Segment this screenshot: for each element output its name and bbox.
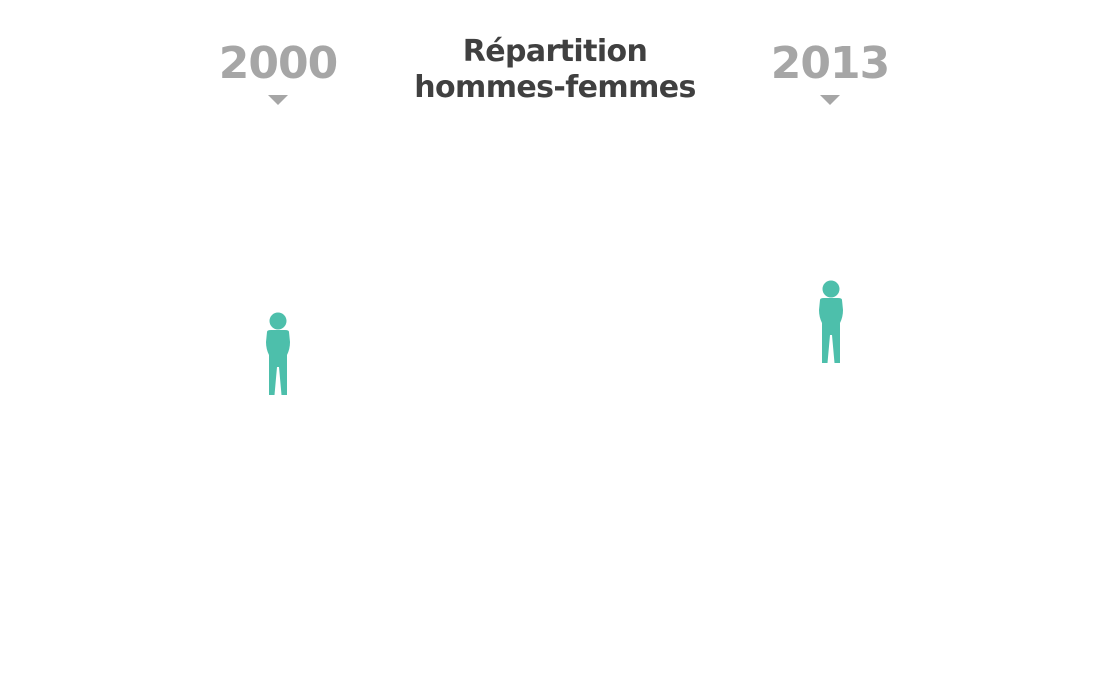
person-icon (819, 280, 843, 363)
year-marker-2000-arrow-icon (268, 95, 288, 105)
year-label-2000: 2000 (218, 38, 338, 89)
person-icon-2013 (816, 279, 846, 365)
person-icon (266, 312, 290, 395)
chart-title-line-2: hommes-femmes (414, 70, 696, 105)
chart-title: Répartition hommes-femmes (385, 34, 725, 106)
year-marker-2013-arrow-icon (820, 95, 840, 105)
chart-title-line-1: Répartition (462, 34, 648, 69)
year-label-2013: 2013 (770, 38, 890, 89)
person-icon-2000 (263, 311, 293, 397)
